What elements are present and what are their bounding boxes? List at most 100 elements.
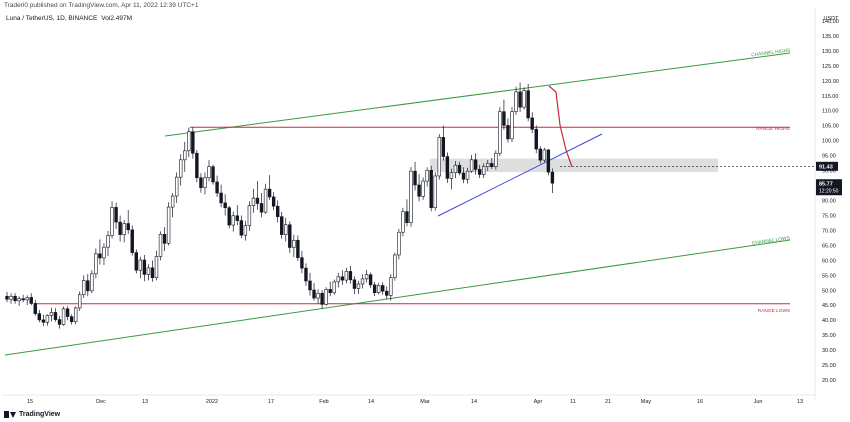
candle	[473, 153, 478, 175]
candle-up-body	[183, 150, 187, 161]
candle-up-body	[393, 254, 397, 279]
candle	[9, 293, 13, 304]
candle-up-body	[336, 276, 340, 283]
candle-up-body	[421, 180, 425, 197]
candle-up-body	[122, 223, 126, 235]
candle-up-body	[324, 289, 328, 305]
candle-up-body	[94, 253, 98, 275]
candle-up-body	[187, 131, 191, 152]
tradingview-brand[interactable]: TradingView	[4, 411, 60, 418]
candle-down-body	[502, 111, 506, 126]
candle-up-body	[251, 197, 256, 206]
candle	[231, 211, 235, 232]
candle-down-body	[114, 207, 118, 223]
y-tick-label: 140.00	[822, 19, 839, 25]
candle	[37, 310, 42, 323]
candle-up-body	[453, 164, 458, 173]
candle-down-body	[150, 267, 155, 279]
y-tick-label: 120.00	[822, 79, 839, 85]
candle-down-body	[348, 271, 353, 281]
y-tick-label: 115.00	[822, 94, 838, 100]
candle-up-body	[344, 271, 349, 281]
candle-up-body	[247, 205, 252, 226]
candle-down-body	[546, 149, 551, 173]
candle-down-body	[255, 197, 260, 204]
candle	[441, 125, 446, 161]
candle	[300, 250, 304, 274]
candle-down-body	[37, 313, 42, 321]
candle-down-body	[275, 205, 280, 217]
candle-down-body	[550, 171, 555, 184]
candle-down-body	[239, 220, 244, 236]
candle	[94, 248, 98, 279]
candle	[219, 184, 223, 208]
candle	[494, 150, 498, 170]
candle-down-body	[461, 172, 466, 180]
candle	[510, 107, 514, 143]
candle-up-body	[102, 246, 106, 259]
candle-down-body	[417, 184, 421, 197]
candle	[409, 166, 413, 227]
candle-down-body	[280, 216, 284, 235]
candle-down-body	[490, 163, 494, 167]
candle	[461, 167, 466, 184]
candle-down-body	[308, 280, 312, 291]
candle-up-body	[90, 273, 94, 292]
candle-down-body	[65, 308, 70, 317]
symbol-info[interactable]: Luna / TetherUS, 1D, BINANCE Vol2.497M	[6, 15, 132, 22]
candle-up-body	[174, 176, 179, 197]
candle	[45, 314, 50, 326]
candle-down-body	[405, 211, 409, 223]
drawn-path-line[interactable]	[548, 85, 573, 168]
y-tick-label: 135.00	[822, 34, 839, 40]
candle-up-body	[409, 170, 413, 223]
trend-line[interactable]	[437, 133, 603, 217]
current-price-badge	[816, 179, 842, 196]
candle-down-body	[477, 169, 482, 175]
candle	[469, 155, 474, 173]
candle-down-body	[162, 234, 167, 244]
last-price-badge	[816, 161, 838, 171]
candle-up-body	[138, 259, 143, 271]
candle-down-body	[429, 169, 433, 208]
candle	[534, 125, 538, 154]
y-tick-label: 55.00	[822, 273, 836, 279]
x-tick-label: 13	[142, 399, 148, 405]
x-tick-label: Dec	[96, 399, 106, 405]
candle	[324, 287, 328, 306]
y-tick-label: 70.00	[822, 228, 836, 234]
candle-up-body	[203, 177, 207, 188]
candle	[239, 215, 244, 238]
candle-down-body	[413, 170, 417, 186]
y-tick-label: 20.00	[822, 378, 836, 384]
candle	[130, 225, 134, 256]
candle	[255, 181, 260, 210]
candle-down-body	[69, 316, 74, 322]
x-tick-label: 2022	[206, 399, 218, 405]
candle	[183, 141, 187, 172]
candle	[453, 161, 458, 179]
candle	[449, 168, 454, 190]
candle-up-body	[433, 175, 437, 208]
channel-lows-line[interactable]	[4, 239, 791, 356]
candle-up-body	[263, 188, 268, 213]
candle	[308, 272, 312, 296]
candle-up-body	[158, 234, 163, 257]
candle-down-body	[126, 223, 130, 231]
brand-name: TradingView	[19, 411, 61, 418]
y-tick-label: 105.00	[822, 124, 839, 130]
candle	[316, 289, 320, 304]
candle-up-body	[522, 90, 526, 108]
candle-down-body	[142, 259, 147, 275]
candle	[90, 270, 94, 294]
candle	[138, 256, 143, 279]
channel-highs-line[interactable]	[164, 52, 791, 137]
candle-down-body	[29, 297, 33, 304]
candle	[203, 172, 207, 195]
candle	[73, 306, 78, 325]
candle	[530, 112, 534, 134]
candle-up-body	[25, 297, 29, 301]
candle-up-body	[465, 170, 470, 180]
candle	[21, 294, 25, 303]
